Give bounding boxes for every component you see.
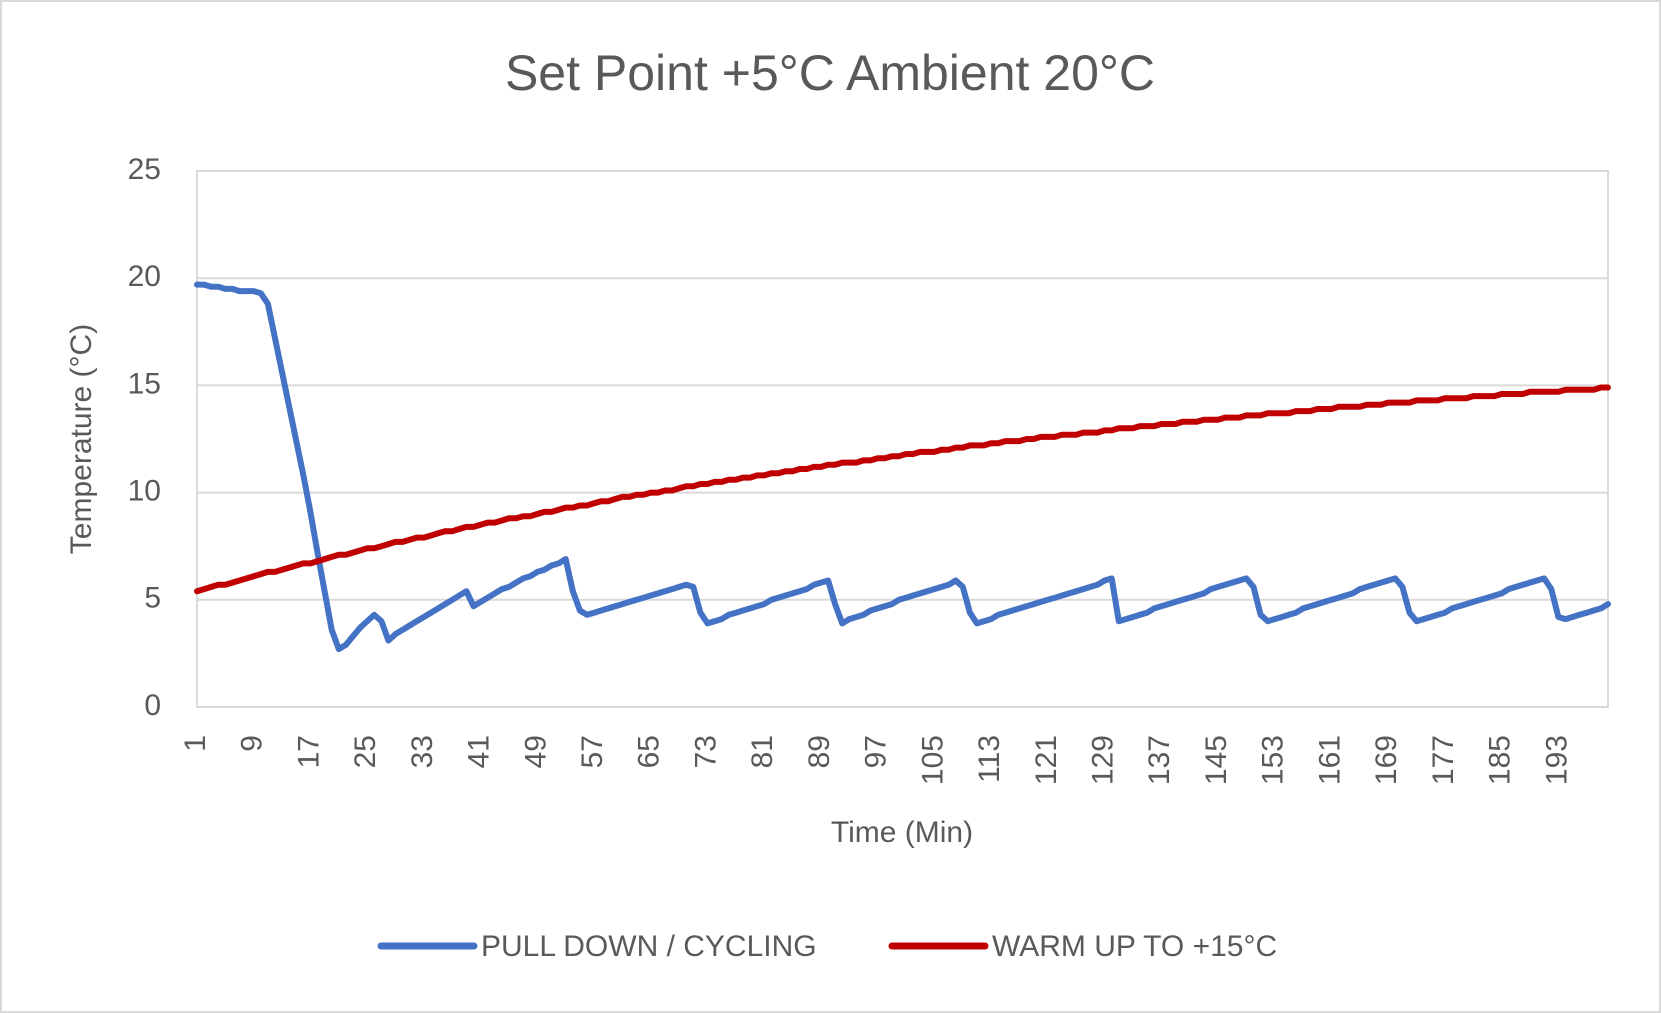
x-tick-label: 105 <box>916 735 949 785</box>
series-line <box>194 281 1611 653</box>
x-tick-label: 9 <box>236 735 269 752</box>
x-axis-title: Time (Min) <box>831 816 973 849</box>
x-tick-label: 145 <box>1200 735 1233 785</box>
x-tick-label: 137 <box>1143 735 1176 785</box>
x-tick-label: 65 <box>633 735 666 768</box>
x-tick-label: 185 <box>1484 735 1517 785</box>
x-tick-label: 89 <box>803 735 836 768</box>
legend-label: PULL DOWN / CYCLING <box>481 930 817 963</box>
y-tick-label: 20 <box>128 260 161 293</box>
x-tick-label: 33 <box>406 735 439 768</box>
x-tick-label: 41 <box>463 735 496 768</box>
plot-border <box>196 170 1609 708</box>
y-tick-label: 10 <box>128 475 161 508</box>
x-tick-label: 121 <box>1030 735 1063 785</box>
x-tick-label: 193 <box>1540 735 1573 785</box>
y-tick-label: 5 <box>144 582 161 615</box>
chart-title: Set Point +5°C Ambient 20°C <box>505 45 1155 101</box>
x-tick-label: 169 <box>1370 735 1403 785</box>
x-tick-label: 49 <box>519 735 552 768</box>
y-tick-label: 25 <box>128 153 161 186</box>
x-tick-label: 57 <box>576 735 609 768</box>
x-tick-label: 153 <box>1257 735 1290 785</box>
legend-label: WARM UP TO +15°C <box>992 930 1277 963</box>
y-axis-title: Temperature (°C) <box>65 324 98 554</box>
x-tick-label: 113 <box>973 735 1006 783</box>
x-tick-label: 73 <box>689 735 722 768</box>
x-tick-label: 161 <box>1313 735 1346 785</box>
x-tick-label: 1 <box>179 735 212 752</box>
x-tick-label: 177 <box>1427 735 1460 785</box>
x-tick-label: 129 <box>1086 735 1119 785</box>
y-tick-label: 0 <box>144 689 161 722</box>
x-tick-label: 81 <box>746 735 779 768</box>
x-tick-label: 25 <box>349 735 382 768</box>
x-tick-label: 17 <box>292 735 325 768</box>
y-tick-label: 15 <box>128 367 161 400</box>
series-line <box>194 384 1611 595</box>
x-tick-label: 97 <box>860 735 893 768</box>
